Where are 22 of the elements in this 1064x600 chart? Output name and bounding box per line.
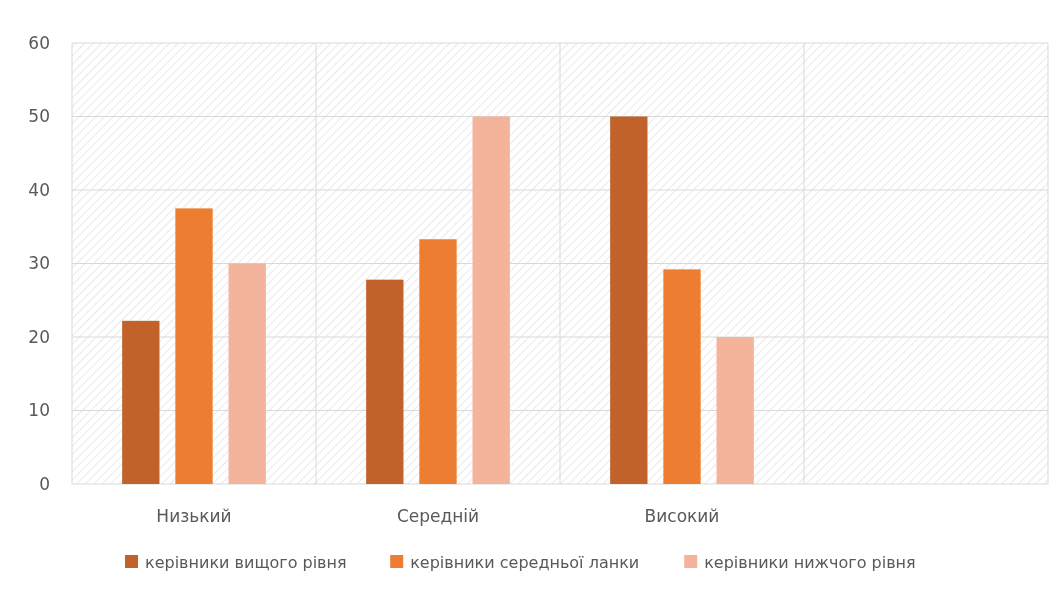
legend-label: керівники вищого рівня: [145, 553, 347, 572]
x-tick-label: Середній: [396, 506, 480, 526]
bar: [419, 239, 457, 484]
legend-label: керівники нижчого рівня: [704, 553, 916, 572]
y-tick-label: 20: [28, 326, 50, 347]
y-tick-label: 0: [39, 473, 50, 494]
y-tick-label: 10: [28, 400, 50, 421]
x-tick-label: Високий: [644, 506, 720, 526]
bar: [663, 269, 701, 484]
x-tick-label: Низький: [156, 506, 232, 526]
y-tick-label: 50: [28, 106, 50, 127]
legend-label: керівники середньої ланки: [410, 553, 640, 572]
bar: [472, 116, 510, 484]
y-tick-label: 60: [28, 32, 50, 53]
y-tick-label: 40: [28, 179, 50, 200]
bar: [228, 263, 266, 484]
bar: [175, 208, 213, 484]
bar: [122, 320, 160, 484]
y-tick-label: 30: [28, 253, 50, 274]
bar: [366, 279, 404, 484]
bar: [716, 337, 754, 484]
bar: [610, 116, 648, 484]
